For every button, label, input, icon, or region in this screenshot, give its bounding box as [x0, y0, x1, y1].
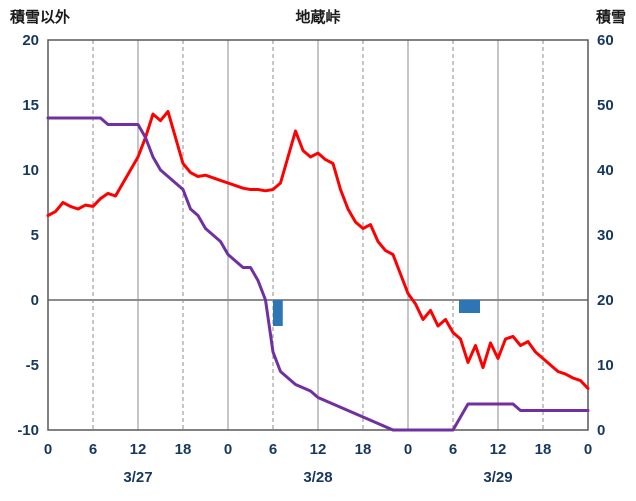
x-axis-tick: 12 — [130, 441, 147, 458]
x-axis-tick: 18 — [535, 441, 552, 458]
purple-line — [46, 116, 590, 432]
x-axis-tick: 12 — [310, 441, 327, 458]
x-axis-tick: 18 — [355, 441, 372, 458]
x-axis-tick: 18 — [175, 441, 192, 458]
left-axis-tick: -10 — [17, 422, 39, 439]
right-axis-tick: 20 — [597, 292, 614, 309]
left-axis-tick: -5 — [26, 357, 39, 374]
right-axis-tick: 0 — [597, 422, 605, 439]
x-axis-tick: 0 — [584, 441, 592, 458]
x-axis-tick: 0 — [44, 441, 52, 458]
left-axis-tick: 0 — [31, 292, 39, 309]
x-axis-date: 3/29 — [483, 469, 512, 486]
chart-header: 地蔵峠 積雪以外 積雪 — [0, 6, 636, 27]
left-axis-tick: 5 — [31, 227, 39, 244]
right-axis-title: 積雪 — [595, 9, 626, 26]
x-axis-tick: 6 — [269, 441, 277, 458]
left-axis-tick: 15 — [22, 97, 39, 114]
x-axis-date: 3/27 — [123, 469, 152, 486]
left-axis-tick: 20 — [22, 32, 39, 49]
left-axis-title: 積雪以外 — [10, 9, 71, 26]
x-axis-tick: 12 — [490, 441, 507, 458]
right-axis-tick: 30 — [597, 227, 614, 244]
x-axis-tick: 0 — [224, 441, 232, 458]
right-axis-tick: 50 — [597, 97, 614, 114]
right-axis-tick: 10 — [597, 357, 614, 374]
left-axis-tick: 10 — [22, 162, 39, 179]
x-axis-tick: 0 — [404, 441, 412, 458]
bar — [459, 300, 480, 313]
red-line — [46, 110, 590, 390]
right-axis-tick: 60 — [597, 32, 614, 49]
x-axis-tick: 6 — [449, 441, 457, 458]
plot-border — [47, 39, 589, 431]
chart-title: 地蔵峠 — [295, 9, 341, 26]
bar — [273, 300, 283, 326]
x-axis-date: 3/28 — [303, 469, 332, 486]
right-axis-tick: 40 — [597, 162, 614, 179]
x-axis-tick: 6 — [89, 441, 97, 458]
